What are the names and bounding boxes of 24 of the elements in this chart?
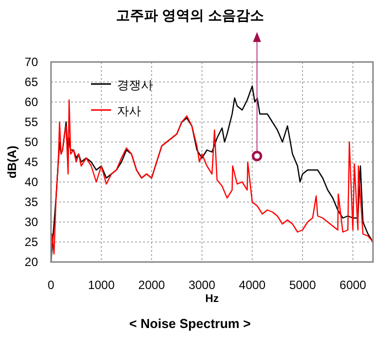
y-tick-label: 50 xyxy=(24,135,38,149)
y-tick-label: 60 xyxy=(24,95,38,109)
x-tick-label: 4000 xyxy=(238,278,266,292)
x-tick-label: 0 xyxy=(48,278,55,292)
x-tick-label: 3000 xyxy=(188,278,216,292)
y-tick-label: 25 xyxy=(24,235,38,249)
x-tick-label: 2000 xyxy=(138,278,166,292)
y-tick-label: 55 xyxy=(24,115,38,129)
y-tick-label: 35 xyxy=(24,195,38,209)
y-tick-label: 65 xyxy=(24,75,38,89)
x-tick-label: 5000 xyxy=(289,278,316,292)
x-axis-title: Hz xyxy=(205,293,220,305)
x-tick-label: 6000 xyxy=(340,278,367,292)
y-axis-title: dB(A) xyxy=(5,146,19,178)
legend-label: 자사 xyxy=(117,104,141,118)
text: 고주파 영역의 소음감소 xyxy=(116,7,264,23)
y-tick-label: 70 xyxy=(24,55,38,69)
y-tick-label: 40 xyxy=(24,175,38,189)
y-tick-label: 30 xyxy=(24,215,38,229)
y-tick-label: 45 xyxy=(24,155,38,169)
x-tick-label: 1000 xyxy=(88,278,115,292)
text: < Noise Spectrum > xyxy=(129,316,252,331)
y-tick-label: 20 xyxy=(24,255,38,269)
legend-label: 경쟁사 xyxy=(117,78,153,92)
